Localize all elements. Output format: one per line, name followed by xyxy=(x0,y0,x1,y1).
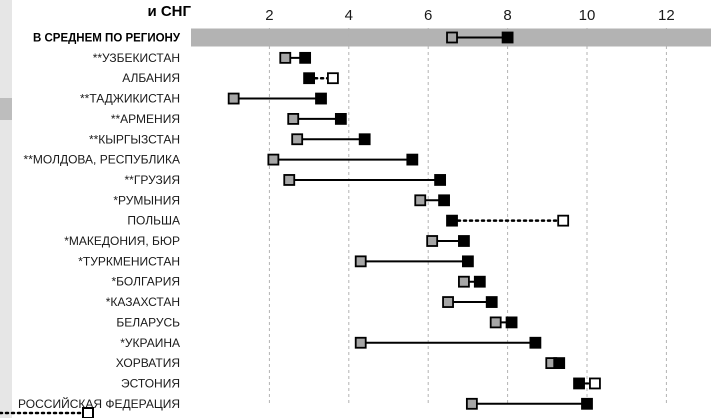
end-marker xyxy=(501,31,514,44)
grid-layer xyxy=(268,28,667,404)
end-marker xyxy=(553,357,566,370)
start-marker xyxy=(446,214,458,227)
start-marker xyxy=(279,51,292,64)
x-tick-label: 8 xyxy=(503,7,511,24)
end-marker xyxy=(589,377,601,390)
end-marker xyxy=(557,214,570,227)
category-label: **АРМЕНИЯ xyxy=(111,112,180,126)
category-label: В СРЕДНЕМ ПО РЕГИОНУ xyxy=(33,33,181,45)
category-label: **ГРУЗИЯ xyxy=(125,173,180,187)
start-marker xyxy=(573,377,585,390)
category-label: **КЫРГЫЗСТАН xyxy=(89,132,180,146)
legend-fragment xyxy=(0,407,94,418)
start-marker xyxy=(414,194,427,207)
category-label: *УКРАИНА xyxy=(120,336,180,350)
category-label: *ТУРКМЕНИСТАН xyxy=(78,254,180,268)
start-marker xyxy=(283,174,296,186)
x-tick-label: 6 xyxy=(424,7,432,24)
end-marker xyxy=(358,133,371,146)
legend-open-marker xyxy=(82,407,94,418)
start-marker xyxy=(303,72,316,85)
category-label: *КАЗАХСТАН xyxy=(106,295,180,309)
start-marker xyxy=(354,336,367,349)
start-marker xyxy=(354,255,367,268)
category-label: АЛБАНИЯ xyxy=(122,71,180,85)
category-label: **УЗБЕКИСТАН xyxy=(93,51,180,65)
category-label: ЭСТОНИЯ xyxy=(121,376,180,390)
x-tick-label: 10 xyxy=(579,7,596,24)
x-tick-label: 4 xyxy=(345,7,353,24)
x-tick-label: 2 xyxy=(265,7,273,24)
tick-layer: 2 4 6 8 10 12 xyxy=(265,7,675,24)
category-label: РОССИЙСКАЯ ФЕДЕРАЦИЯ xyxy=(18,396,180,411)
end-marker xyxy=(327,72,339,85)
start-marker xyxy=(442,296,454,308)
start-marker xyxy=(287,113,300,125)
start-marker xyxy=(426,235,439,247)
end-marker xyxy=(485,296,498,308)
category-label: БЕЛАРУСЬ xyxy=(116,315,180,329)
header-text: и СНГ xyxy=(147,3,191,20)
category-label: *РУМЫНИЯ xyxy=(113,193,180,207)
start-marker xyxy=(465,397,478,410)
left-margin-band xyxy=(0,98,12,120)
start-marker xyxy=(227,92,240,105)
end-marker xyxy=(461,255,474,268)
start-marker xyxy=(458,275,470,288)
category-label: ПОЛЬША xyxy=(127,214,180,228)
mark-layer xyxy=(227,31,601,410)
start-marker xyxy=(489,316,502,329)
end-marker xyxy=(473,275,486,288)
end-marker xyxy=(406,153,419,166)
end-marker xyxy=(505,316,518,329)
end-marker xyxy=(458,235,470,247)
end-marker xyxy=(299,51,312,64)
label-layer: В СРЕДНЕМ ПО РЕГИОНУ **УЗБЕКИСТАН АЛБАНИЯ *… xyxy=(18,33,181,411)
category-label: **МОЛДОВА, РЕСПУБЛИКА xyxy=(24,153,180,167)
x-tick-label: 12 xyxy=(658,7,675,24)
end-marker xyxy=(434,174,447,186)
end-marker xyxy=(315,92,327,105)
category-label: ХОРВАТИЯ xyxy=(116,356,180,370)
end-marker xyxy=(438,194,450,207)
category-label: *БОЛГАРИЯ xyxy=(112,275,180,289)
start-marker xyxy=(267,153,280,166)
end-marker xyxy=(529,336,542,349)
end-marker xyxy=(334,113,347,125)
category-label: *МАКЕДОНИЯ, БЮР xyxy=(64,234,180,248)
start-marker xyxy=(291,133,304,146)
end-marker xyxy=(581,397,593,410)
category-label: **ТАДЖИКИСТАН xyxy=(80,92,180,106)
start-marker xyxy=(446,31,458,44)
